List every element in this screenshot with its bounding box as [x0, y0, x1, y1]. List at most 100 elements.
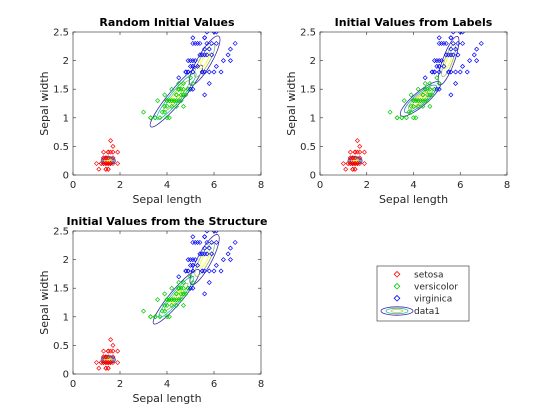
data-point-setosa: [103, 354, 109, 360]
data-point-virginica: [209, 251, 215, 257]
data-point-versicolor: [394, 115, 400, 121]
series-virginica: [176, 231, 238, 297]
data-point-virginica: [209, 52, 215, 58]
contour-line: [189, 234, 220, 286]
data-point-virginica: [206, 46, 212, 52]
data-point-versicolor: [403, 115, 409, 121]
plot-content: [94, 231, 238, 371]
legend-marker-data1: [380, 306, 414, 316]
data-point-virginica: [190, 86, 196, 92]
data-point-virginica: [227, 245, 233, 251]
x-tick-label: 6: [457, 180, 463, 191]
data-point-versicolor: [148, 314, 154, 320]
data-point-versicolor: [178, 291, 184, 297]
data-point-setosa: [96, 166, 102, 172]
axes-box: [319, 31, 508, 176]
data-point-virginica: [192, 40, 198, 46]
legend-label-virginica: virginica: [414, 295, 452, 305]
data-point-versicolor: [183, 291, 189, 297]
data-point-virginica: [443, 40, 449, 46]
x-axis-label: Sepal length: [132, 193, 201, 206]
data-point-virginica: [190, 268, 196, 274]
data-point-virginica: [455, 52, 461, 58]
data-point-setosa: [115, 149, 121, 155]
x-tick-label: 0: [70, 379, 76, 390]
data-point-setosa: [115, 348, 121, 354]
data-point-versicolor: [157, 115, 163, 121]
legend-marker-versicolor: [393, 282, 401, 290]
data-point-virginica: [202, 245, 208, 251]
data-point-setosa: [343, 166, 349, 172]
data-point-virginica: [206, 245, 212, 251]
data-point-virginica: [197, 40, 203, 46]
contour-line: [101, 156, 115, 165]
data-point-versicolor: [176, 285, 182, 291]
data-point-versicolor: [420, 92, 426, 98]
data-point-virginica: [213, 32, 219, 35]
y-axis-label: Sepal width: [285, 71, 298, 135]
series-versicolor: [387, 69, 442, 121]
contour-line: [348, 156, 362, 165]
data-point-virginica: [453, 46, 459, 52]
data-point-versicolor: [399, 115, 405, 121]
data-point-virginica: [202, 35, 208, 41]
x-tick-label: 2: [117, 180, 123, 191]
data-point-virginica: [176, 274, 182, 280]
data-point-versicolor: [415, 86, 421, 92]
data-point-virginica: [227, 257, 233, 263]
data-point-virginica: [190, 285, 196, 291]
data-point-versicolor: [152, 314, 158, 320]
data-point-virginica: [439, 40, 445, 46]
data-point-virginica: [434, 63, 440, 69]
data-point-virginica: [474, 58, 480, 64]
x-tick-label: 6: [211, 379, 217, 390]
data-point-virginica: [450, 40, 456, 46]
contour-line: [105, 357, 112, 362]
data-point-virginica: [192, 58, 198, 64]
y-tick-label: 1: [310, 113, 316, 124]
data-point-virginica: [474, 46, 480, 52]
contour-line: [101, 355, 115, 364]
data-point-virginica: [450, 32, 456, 35]
legend: setosa versicolor virginica data1: [376, 265, 470, 322]
x-tick-label: 0: [317, 180, 323, 191]
data-point-virginica: [197, 239, 203, 245]
series-setosa: [94, 337, 121, 371]
data-point-virginica: [448, 52, 454, 58]
data-point-setosa: [105, 348, 111, 354]
x-axis-label: Sepal length: [132, 392, 201, 405]
x-tick-label: 4: [164, 379, 170, 390]
data-point-versicolor: [427, 80, 433, 86]
data-point-virginica: [192, 257, 198, 263]
data-point-setosa: [115, 161, 121, 167]
data-point-virginica: [478, 40, 484, 46]
data-point-versicolor: [415, 103, 421, 109]
data-point-versicolor: [422, 86, 428, 92]
axes-box: [72, 31, 262, 176]
data-point-versicolor: [169, 86, 175, 92]
data-point-virginica: [429, 69, 435, 75]
data-point-virginica: [471, 52, 477, 58]
data-point-versicolor: [420, 103, 426, 109]
data-point-setosa: [103, 161, 109, 167]
data-point-virginica: [197, 251, 203, 257]
data-point-versicolor: [176, 86, 182, 92]
data-point-versicolor: [162, 92, 168, 98]
data-point-virginica: [457, 69, 463, 75]
data-point-virginica: [185, 58, 191, 64]
data-point-versicolor: [155, 98, 161, 104]
data-point-versicolor: [180, 279, 186, 285]
data-point-versicolor: [176, 80, 182, 86]
data-point-versicolor: [427, 86, 433, 92]
data-point-virginica: [204, 32, 210, 35]
plot-content: [94, 32, 238, 172]
y-tick-label: 2.5: [53, 28, 69, 39]
y-tick-label: 1.5: [53, 284, 69, 295]
plot-title: Random Initial Values: [99, 16, 235, 29]
data-point-virginica: [202, 234, 208, 240]
data-point-versicolor: [190, 80, 196, 86]
data-point-setosa: [105, 149, 111, 155]
y-tick-label: 2.5: [53, 227, 69, 238]
data-point-virginica: [448, 35, 454, 41]
